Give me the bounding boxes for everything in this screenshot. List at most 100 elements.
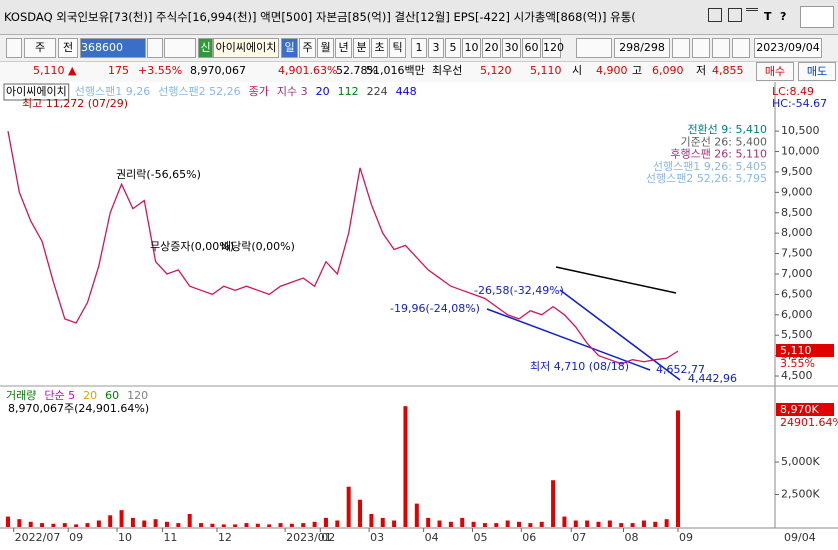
tool-icon[interactable] [712, 38, 730, 58]
legend-item: 거래량 [6, 389, 36, 402]
annotation: 4,442,96 [688, 372, 737, 385]
volume-bar [369, 514, 374, 527]
annotation: 권리락(-56,65%) [116, 168, 201, 181]
last-volume: 8,970K [780, 403, 819, 416]
volume-bar [664, 519, 669, 527]
annotation: 무상증자(0,00%) [150, 240, 234, 253]
search[interactable] [164, 38, 196, 58]
market-select[interactable]: 주 [24, 38, 56, 58]
sell-button[interactable]: 매도 [798, 62, 836, 81]
period-button[interactable]: 초 [371, 38, 388, 58]
y-tick-label: 5,000K [781, 455, 820, 468]
icon[interactable] [728, 8, 742, 22]
bid: 5,110 [530, 64, 562, 77]
volume-bar [346, 486, 351, 527]
icon[interactable] [708, 8, 722, 22]
x-tick-label: 09/04 [784, 531, 816, 544]
menu-icon[interactable] [6, 38, 22, 58]
period-button[interactable]: 년 [335, 38, 352, 58]
volume-bar [335, 520, 340, 527]
annotation: -26,58(-32,49%) [474, 284, 564, 297]
trend-line [555, 266, 677, 294]
code-input[interactable]: 368600 [80, 38, 146, 58]
volume: 8,970,067 [190, 64, 246, 77]
period-button[interactable]: 일 [281, 38, 298, 58]
icon[interactable] [746, 8, 758, 23]
volume-bar [210, 523, 215, 527]
volume-bar [233, 524, 238, 527]
trend-line [486, 308, 651, 371]
annotation: 배당락(0,00%) [221, 240, 295, 253]
tool-icon[interactable] [732, 38, 750, 58]
window-control[interactable] [800, 6, 834, 28]
x-tick-label: 05 [473, 531, 487, 544]
volume-bar [164, 521, 169, 527]
price: 5,110 [33, 64, 65, 77]
period-button[interactable]: 1 [411, 38, 427, 58]
y-tick-label: 10,000 [781, 145, 820, 158]
volume-bar [630, 523, 635, 527]
last-price: 5,110 [780, 344, 812, 357]
period-button[interactable]: 주 [299, 38, 316, 58]
date-input[interactable]: 2023/09/04 [754, 38, 822, 58]
volume-bar [289, 523, 294, 527]
legend-item: 20 [316, 85, 330, 98]
volume-bar [619, 523, 624, 527]
period-button[interactable]: 5 [445, 38, 461, 58]
count: 298/298 [614, 38, 670, 58]
icon[interactable]: T [764, 10, 772, 23]
x-tick-label: 07 [572, 531, 586, 544]
volume-bar [267, 524, 272, 527]
tool-icon[interactable] [692, 38, 710, 58]
kind-select[interactable]: 전 [58, 38, 78, 58]
x-tick-label: 09 [69, 531, 83, 544]
volume-bar [323, 517, 328, 527]
icon[interactable]: ? [780, 10, 787, 23]
volume-bar [28, 521, 33, 527]
period-button[interactable]: 20 [482, 38, 501, 58]
period-button[interactable]: 월 [317, 38, 334, 58]
volume-bar [585, 520, 590, 527]
period-button[interactable]: 10 [462, 38, 481, 58]
period-button[interactable]: 틱 [389, 38, 406, 58]
period-button[interactable]: 60 [522, 38, 541, 58]
volume-bar [187, 514, 192, 527]
volume-bar [380, 517, 385, 527]
period-button[interactable]: 분 [353, 38, 370, 58]
volume-rate: 4,901.63% [278, 64, 338, 77]
volume-bar [221, 524, 226, 527]
x-tick-label: 12 [218, 531, 232, 544]
y-tick-label: 8,000 [781, 226, 813, 239]
period-button[interactable]: 120 [542, 38, 564, 58]
legend-item: 448 [396, 85, 417, 98]
volume-bar [641, 520, 646, 527]
indicator-label: 전환선 9: 5,410 [687, 123, 767, 136]
buy-button[interactable]: 매수 [756, 62, 794, 81]
price-line [7, 131, 679, 365]
dropdown[interactable] [576, 38, 612, 58]
volume-bar [108, 515, 113, 527]
period-button[interactable]: 3 [428, 38, 444, 58]
volume-bar [505, 520, 510, 527]
volume-bar [17, 519, 22, 527]
high: 6,090 [652, 64, 684, 77]
turnover: 52.78% [336, 64, 378, 77]
volume-bar [142, 520, 147, 527]
x-tick-label: 08 [624, 531, 638, 544]
volume-bar [392, 520, 397, 527]
period-button[interactable]: 30 [502, 38, 521, 58]
dropdown[interactable] [147, 38, 163, 58]
legend-item: 선행스팬2 52,26 [158, 85, 240, 98]
y-tick-label: 4,500 [781, 369, 813, 382]
legend-item: 단순 5 [44, 389, 75, 402]
tool-icon[interactable] [672, 38, 690, 58]
volume-bar [482, 523, 487, 527]
y-tick-label: 6,000 [781, 308, 813, 321]
volume-bar [85, 523, 90, 527]
volume-bar [403, 406, 408, 527]
volume-bar [517, 521, 522, 527]
legend-item: 60 [105, 389, 119, 402]
volume-bar [40, 523, 45, 527]
last-change: 3.55% [780, 357, 815, 370]
